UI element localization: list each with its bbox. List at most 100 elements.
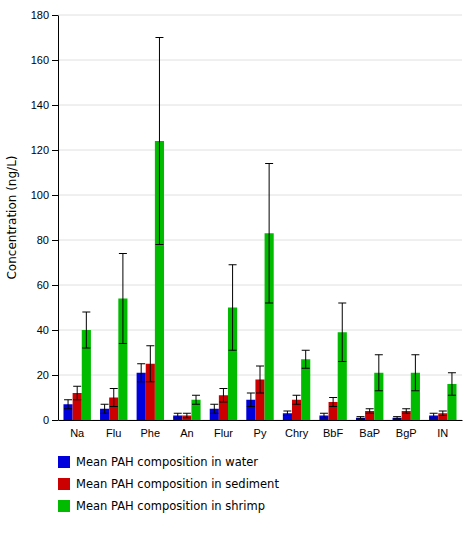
error-bar	[174, 413, 182, 418]
error-bar	[64, 400, 72, 409]
y-tick: 0	[43, 414, 58, 426]
x-tick-label: Chry	[285, 427, 309, 439]
y-tick-label: 120	[31, 144, 49, 156]
error-bar	[430, 413, 438, 418]
series	[82, 141, 457, 420]
legend-swatch	[58, 456, 70, 468]
error-bars	[82, 38, 456, 405]
y-tick-mark	[52, 375, 58, 376]
series	[73, 364, 448, 420]
error-bar	[411, 355, 419, 391]
error-bar	[448, 373, 456, 396]
x-tick: Flu	[106, 427, 121, 439]
y-tick: 120	[31, 144, 58, 156]
chart: Na Flu Phe An Flur Py Chry BbF BaP BgP IN 0 20 40 60 80…	[0, 0, 474, 535]
y-tick-mark	[52, 150, 58, 151]
y-axis: 0 20 40 60 80 100 120 140 160 180	[31, 9, 59, 426]
y-tick-label: 100	[31, 189, 49, 201]
y-tick-mark	[52, 285, 58, 286]
error-bar	[393, 417, 401, 419]
x-tick: BbF	[323, 427, 343, 439]
legend: Mean PAH composition in water Mean PAH co…	[58, 455, 279, 513]
legend-label: Mean PAH composition in shrimp	[76, 499, 265, 513]
grid-line	[58, 105, 462, 106]
error-bar	[137, 364, 145, 382]
x-tick-label: BgP	[396, 427, 417, 439]
y-tick-mark	[52, 240, 58, 241]
x-tick-label: IN	[437, 427, 448, 439]
error-bar	[101, 404, 109, 413]
x-tick: Phe	[141, 427, 161, 439]
grid-line	[58, 195, 462, 196]
grid	[58, 15, 462, 420]
error-bar	[265, 164, 273, 304]
error-bar	[119, 254, 127, 344]
error-bar	[402, 409, 410, 414]
y-tick: 60	[37, 279, 58, 291]
y-tick-label: 40	[37, 324, 49, 336]
x-tick: Na	[70, 427, 85, 439]
x-tick: Flur	[214, 427, 233, 439]
legend-item: Mean PAH composition in sediment	[58, 477, 279, 491]
x-axis: Na Flu Phe An Flur Py Chry BbF BaP BgP IN	[59, 421, 463, 439]
x-axis-line	[59, 420, 463, 421]
y-tick-label: 20	[37, 369, 49, 381]
error-bar	[73, 386, 81, 400]
x-tick: BgP	[396, 427, 417, 439]
marks	[63, 38, 456, 421]
error-bar	[439, 411, 447, 416]
x-tick: IN	[437, 427, 448, 439]
error-bar	[247, 393, 255, 407]
y-tick-label: 160	[31, 54, 49, 66]
y-tick: 160	[31, 54, 58, 66]
error-bar	[256, 366, 264, 393]
grid-line	[58, 60, 462, 61]
error-bar	[183, 413, 191, 418]
y-tick-mark	[52, 330, 58, 331]
error-bar	[82, 312, 90, 348]
y-tick: 100	[31, 189, 58, 201]
error-bar	[357, 417, 365, 419]
y-tick: 40	[37, 324, 58, 336]
legend-label: Mean PAH composition in water	[76, 455, 258, 469]
x-tick: Py	[254, 427, 267, 439]
error-bar	[192, 395, 200, 404]
error-bars	[64, 364, 438, 419]
y-tick-mark	[52, 15, 58, 16]
legend-item: Mean PAH composition in water	[58, 455, 258, 469]
error-bar	[155, 38, 163, 245]
error-bar	[210, 404, 218, 413]
y-tick-label: 0	[43, 414, 49, 426]
y-tick-label: 60	[37, 279, 49, 291]
y-tick-mark	[52, 195, 58, 196]
error-bar	[338, 303, 346, 362]
y-tick: 180	[31, 9, 58, 21]
error-bar	[146, 346, 154, 382]
x-tick-label: Phe	[141, 427, 161, 439]
plot: Na Flu Phe An Flur Py Chry BbF BaP BgP IN 0 20 40 60 80…	[31, 9, 463, 439]
x-tick: An	[180, 427, 193, 439]
x-tick-label: Flu	[106, 427, 121, 439]
x-tick-label: Na	[70, 427, 85, 439]
x-tick: Chry	[285, 427, 309, 439]
x-tick: BaP	[359, 427, 380, 439]
y-tick-mark	[52, 60, 58, 61]
y-tick: 140	[31, 99, 58, 111]
error-bars	[73, 346, 447, 418]
y-tick-mark	[52, 105, 58, 106]
x-tick-label: BbF	[323, 427, 343, 439]
error-bar	[329, 398, 337, 407]
y-axis-line	[58, 16, 59, 421]
grid-line	[58, 285, 462, 286]
y-tick: 80	[37, 234, 58, 246]
x-tick-label: BaP	[359, 427, 380, 439]
x-tick-label: Py	[254, 427, 267, 439]
error-bar	[110, 389, 118, 407]
error-bar	[293, 395, 301, 404]
legend-item: Mean PAH composition in shrimp	[58, 499, 265, 513]
legend-label: Mean PAH composition in sediment	[76, 477, 279, 491]
y-tick: 20	[37, 369, 58, 381]
y-tick-mark	[52, 420, 58, 421]
error-bar	[320, 413, 328, 418]
grid-line	[58, 15, 462, 16]
